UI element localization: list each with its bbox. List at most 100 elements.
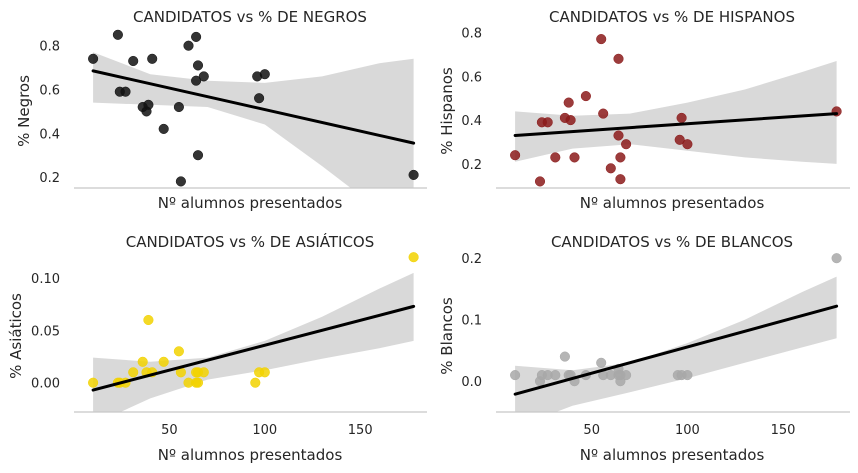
- data-point: [408, 169, 419, 180]
- regression-line: [513, 112, 839, 137]
- data-point: [563, 97, 574, 108]
- data-point: [198, 71, 209, 82]
- data-point: [682, 370, 693, 381]
- panel-title: CANDIDATOS vs % DE BLANCOS: [551, 233, 793, 251]
- data-point: [613, 53, 624, 64]
- data-point: [191, 75, 202, 86]
- data-point: [831, 253, 842, 264]
- data-point: [175, 176, 186, 187]
- x-axis-label: Nº alumnos presentados: [580, 194, 765, 212]
- y-tick-label: 0.2: [461, 158, 482, 173]
- panel-blancos: CANDIDATOS vs % DE BLANCOS Nº alumnos pr…: [438, 233, 850, 464]
- data-point: [192, 150, 204, 161]
- regression-line: [91, 304, 416, 392]
- data-point: [542, 117, 553, 128]
- panel-negros: CANDIDATOS vs % DE NEGROS Nº alumnos pre…: [15, 8, 427, 212]
- confidence-band: [515, 61, 837, 164]
- data-point: [143, 99, 154, 110]
- data-point: [550, 152, 561, 163]
- panel-asiaticos: CANDIDATOS vs % DE ASIÁTICOS Nº alumnos …: [7, 232, 427, 464]
- data-point: [580, 91, 591, 102]
- data-point: [605, 163, 616, 174]
- data-point: [621, 370, 632, 381]
- data-point: [559, 351, 570, 362]
- data-point: [259, 69, 270, 80]
- y-tick-label: 0.8: [461, 27, 482, 42]
- y-tick-label: 0.0: [461, 375, 482, 390]
- data-point: [128, 367, 139, 378]
- y-tick-label: 0.05: [31, 324, 60, 339]
- data-point: [192, 60, 204, 71]
- data-point: [674, 134, 685, 145]
- y-tick-label: 0.2: [39, 171, 60, 186]
- data-point: [596, 357, 607, 368]
- x-tick-label: 50: [161, 423, 178, 438]
- data-point: [259, 367, 270, 378]
- y-axis-label: % Blancos: [438, 297, 456, 375]
- data-point: [158, 356, 169, 367]
- plot-area: [510, 34, 842, 187]
- data-point: [191, 31, 202, 42]
- confidence-band: [93, 272, 414, 412]
- panel-title: CANDIDATOS vs % DE ASIÁTICOS: [126, 232, 375, 251]
- data-point: [615, 174, 626, 185]
- y-axis-label: % Hispanos: [438, 67, 456, 155]
- data-point: [143, 314, 154, 326]
- data-point: [676, 112, 687, 123]
- x-axis-label: Nº alumnos presentados: [158, 194, 343, 212]
- data-point: [408, 252, 419, 263]
- x-tick-label: 150: [348, 423, 373, 438]
- data-point: [112, 29, 123, 40]
- data-point: [510, 150, 521, 161]
- y-tick-label: 0.4: [39, 127, 60, 142]
- confidence-band: [515, 276, 837, 412]
- data-point: [88, 53, 99, 64]
- y-tick-label: 0.8: [39, 40, 60, 55]
- y-axis-label: % Negros: [15, 75, 33, 147]
- data-point: [615, 152, 626, 163]
- regression-line: [91, 69, 416, 145]
- panel-title: CANDIDATOS vs % DE NEGROS: [133, 8, 367, 26]
- data-point: [147, 53, 158, 64]
- confidence-band: [93, 52, 414, 188]
- data-point: [173, 101, 184, 113]
- plot-area: [88, 29, 419, 188]
- y-tick-label: 0.1: [461, 314, 482, 329]
- data-point: [613, 130, 624, 141]
- y-tick-label: 0.4: [461, 114, 482, 129]
- data-point: [565, 115, 576, 126]
- y-axis-label: % Asiáticos: [7, 293, 25, 379]
- data-point: [137, 356, 148, 367]
- x-tick-label: 100: [675, 423, 700, 438]
- data-point: [569, 152, 580, 163]
- data-point: [550, 370, 561, 381]
- panel-hispanos: CANDIDATOS vs % DE HISPANOS Nº alumnos p…: [438, 8, 850, 212]
- data-point: [250, 377, 261, 388]
- data-point: [192, 377, 204, 388]
- x-tick-label: 100: [252, 423, 277, 438]
- data-point: [510, 370, 521, 381]
- y-tick-label: 0.6: [39, 84, 60, 99]
- y-tick-label: 0.00: [31, 377, 60, 392]
- panel-title: CANDIDATOS vs % DE HISPANOS: [549, 8, 795, 26]
- y-tick-label: 0.10: [31, 272, 60, 287]
- data-point: [598, 108, 609, 119]
- data-point: [183, 40, 194, 51]
- y-tick-label: 0.2: [461, 252, 482, 267]
- data-point: [621, 139, 632, 150]
- data-point: [254, 93, 265, 104]
- x-tick-label: 50: [583, 423, 600, 438]
- plot-area: [88, 252, 419, 412]
- data-point: [682, 139, 693, 150]
- data-point: [596, 34, 607, 45]
- y-tick-label: 0.6: [461, 70, 482, 85]
- regression-line: [513, 304, 839, 396]
- data-point: [173, 346, 184, 357]
- x-tick-label: 150: [771, 423, 796, 438]
- data-point: [88, 377, 99, 388]
- plot-area: [510, 253, 842, 412]
- data-point: [534, 176, 546, 187]
- x-axis-label: Nº alumnos presentados: [580, 446, 765, 464]
- data-point: [158, 123, 169, 134]
